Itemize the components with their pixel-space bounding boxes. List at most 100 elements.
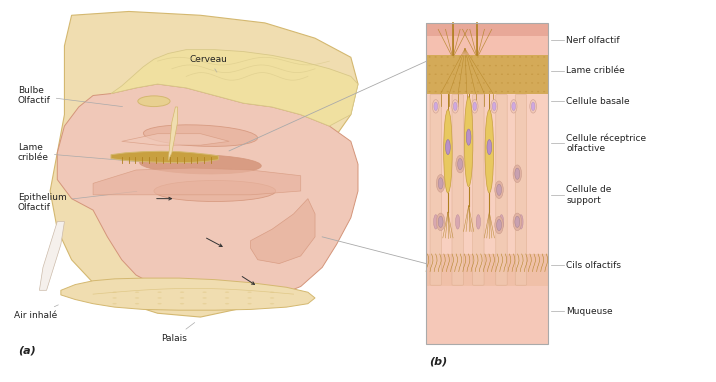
Ellipse shape	[497, 184, 501, 195]
Ellipse shape	[519, 73, 521, 75]
Polygon shape	[111, 50, 358, 126]
Ellipse shape	[531, 82, 533, 84]
Ellipse shape	[513, 82, 515, 84]
Ellipse shape	[453, 102, 457, 110]
FancyBboxPatch shape	[426, 254, 548, 286]
Ellipse shape	[531, 56, 533, 58]
Ellipse shape	[507, 91, 509, 92]
Ellipse shape	[444, 110, 453, 193]
Ellipse shape	[203, 303, 207, 304]
Ellipse shape	[495, 91, 497, 92]
Ellipse shape	[456, 155, 465, 173]
Ellipse shape	[180, 303, 184, 304]
Ellipse shape	[445, 139, 450, 155]
Text: Palais: Palais	[161, 322, 195, 343]
Ellipse shape	[525, 82, 527, 84]
Ellipse shape	[511, 100, 517, 113]
Ellipse shape	[470, 56, 473, 58]
Ellipse shape	[428, 56, 431, 58]
Ellipse shape	[495, 65, 497, 66]
Ellipse shape	[493, 102, 496, 110]
Ellipse shape	[519, 82, 521, 84]
Ellipse shape	[435, 91, 437, 92]
Ellipse shape	[158, 291, 162, 293]
Ellipse shape	[495, 216, 503, 234]
Polygon shape	[57, 84, 358, 306]
Ellipse shape	[489, 91, 491, 92]
Ellipse shape	[455, 215, 460, 229]
Ellipse shape	[459, 56, 461, 58]
Ellipse shape	[470, 82, 473, 84]
Ellipse shape	[465, 82, 467, 84]
Ellipse shape	[447, 91, 449, 92]
Ellipse shape	[495, 56, 497, 58]
Ellipse shape	[180, 297, 184, 299]
Ellipse shape	[225, 297, 229, 299]
Ellipse shape	[531, 91, 533, 92]
Ellipse shape	[476, 215, 480, 229]
Ellipse shape	[459, 65, 461, 66]
Polygon shape	[122, 134, 229, 145]
Text: Bulbe
Olfactif: Bulbe Olfactif	[18, 86, 122, 107]
Ellipse shape	[453, 73, 455, 75]
Ellipse shape	[465, 73, 467, 75]
Ellipse shape	[225, 303, 229, 304]
Ellipse shape	[203, 297, 207, 299]
Ellipse shape	[465, 91, 467, 92]
Ellipse shape	[477, 82, 479, 84]
Ellipse shape	[507, 73, 509, 75]
Ellipse shape	[537, 73, 539, 75]
Ellipse shape	[440, 73, 442, 75]
Ellipse shape	[501, 91, 503, 92]
Ellipse shape	[438, 216, 443, 227]
Ellipse shape	[489, 82, 491, 84]
Ellipse shape	[248, 297, 252, 299]
Ellipse shape	[495, 73, 497, 75]
Ellipse shape	[470, 91, 473, 92]
Text: Muqueuse: Muqueuse	[566, 307, 613, 316]
Ellipse shape	[428, 82, 431, 84]
FancyBboxPatch shape	[516, 94, 527, 285]
Ellipse shape	[489, 73, 491, 75]
Ellipse shape	[459, 91, 461, 92]
Ellipse shape	[436, 213, 445, 231]
Ellipse shape	[513, 165, 521, 183]
Ellipse shape	[428, 91, 431, 92]
Ellipse shape	[453, 65, 455, 66]
Ellipse shape	[428, 73, 431, 75]
Ellipse shape	[248, 291, 252, 293]
Ellipse shape	[435, 56, 437, 58]
Ellipse shape	[507, 65, 509, 66]
Ellipse shape	[473, 102, 477, 110]
Ellipse shape	[447, 73, 449, 75]
Ellipse shape	[471, 100, 478, 113]
Ellipse shape	[489, 56, 491, 58]
Ellipse shape	[440, 56, 442, 58]
FancyBboxPatch shape	[495, 94, 507, 285]
Text: Epithelium
Olfactif: Epithelium Olfactif	[18, 191, 137, 212]
Ellipse shape	[432, 100, 439, 113]
Ellipse shape	[477, 56, 479, 58]
Ellipse shape	[531, 73, 533, 75]
Ellipse shape	[135, 303, 139, 304]
Ellipse shape	[501, 65, 503, 66]
Ellipse shape	[525, 91, 527, 92]
Ellipse shape	[435, 73, 437, 75]
Ellipse shape	[525, 65, 527, 66]
Ellipse shape	[519, 215, 523, 229]
Ellipse shape	[440, 65, 442, 66]
Ellipse shape	[483, 91, 485, 92]
Ellipse shape	[143, 125, 258, 146]
Ellipse shape	[440, 82, 442, 84]
Ellipse shape	[495, 82, 497, 84]
Ellipse shape	[466, 129, 471, 145]
Polygon shape	[61, 278, 315, 310]
Ellipse shape	[501, 56, 503, 58]
Ellipse shape	[447, 56, 449, 58]
Ellipse shape	[135, 291, 139, 293]
Ellipse shape	[537, 56, 539, 58]
Ellipse shape	[428, 65, 431, 66]
Text: (b): (b)	[430, 357, 448, 367]
Ellipse shape	[435, 65, 437, 66]
Ellipse shape	[485, 110, 493, 193]
